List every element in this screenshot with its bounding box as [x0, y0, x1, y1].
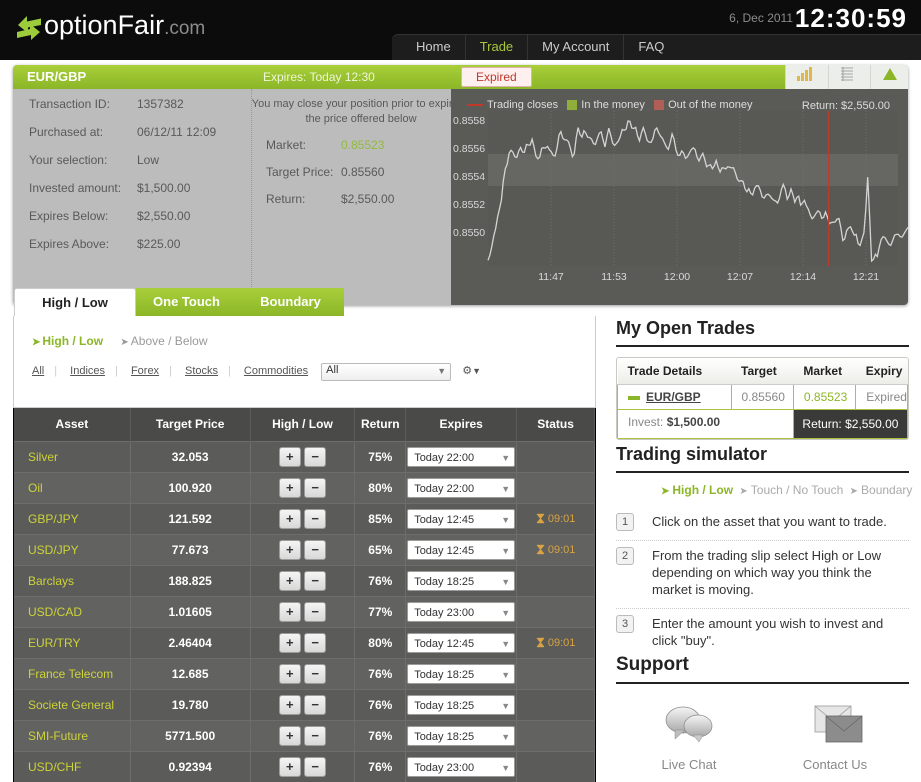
svg-text:12:07: 12:07	[727, 271, 753, 283]
svg-text:11:53: 11:53	[601, 271, 627, 283]
svg-text:0.8558: 0.8558	[453, 115, 485, 127]
svg-text:12:21: 12:21	[853, 271, 879, 283]
svg-text:12:00: 12:00	[664, 271, 690, 283]
svg-text:0.8550: 0.8550	[453, 227, 485, 239]
svg-text:12:14: 12:14	[790, 271, 816, 283]
svg-text:0.8556: 0.8556	[453, 143, 485, 155]
svg-text:11:47: 11:47	[538, 271, 564, 283]
svg-text:0.8552: 0.8552	[453, 199, 485, 211]
svg-text:0.8554: 0.8554	[453, 171, 485, 183]
